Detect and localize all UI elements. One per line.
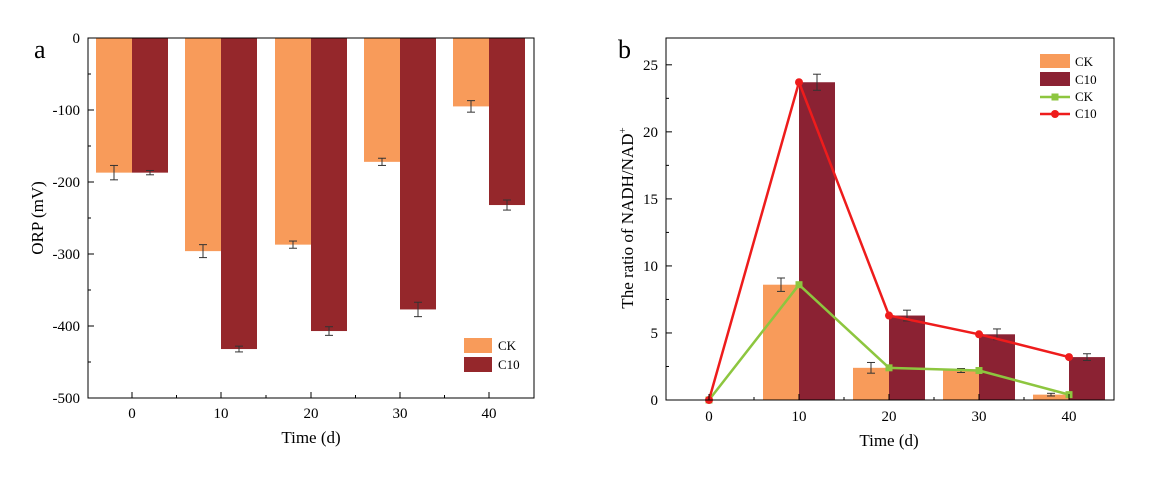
legend-label-ck-bar: CK	[1075, 54, 1094, 69]
panel-b-lines	[705, 78, 1073, 404]
xtick-label-10: 10	[792, 409, 807, 425]
panel-a-xlabel: Time (d)	[281, 428, 340, 447]
xtick-label-10: 10	[214, 406, 229, 422]
bar-ck-40	[1033, 394, 1069, 400]
ytick-label-10: 10	[643, 259, 658, 275]
panel-a-letter: a	[34, 35, 46, 64]
ytick-label-300: -300	[53, 247, 81, 263]
panel-b-frame	[665, 37, 1115, 401]
point-ck-30	[975, 367, 983, 375]
legend-swatch-ck-bar	[1040, 54, 1070, 68]
bar-ck-30	[364, 38, 400, 162]
legend-swatch-c10-bar	[1040, 72, 1070, 86]
panel-b-xlabel: Time (d)	[859, 431, 918, 450]
bar-ck-10	[763, 284, 799, 400]
bar-c10-20	[311, 38, 347, 332]
panel-a-axis: 0 -100 -200 -300 -400 -500 0 10 20 30 40	[53, 31, 497, 422]
ytick-label-5: 5	[651, 326, 659, 342]
ytick-label-500: -500	[53, 391, 81, 407]
panel-b-axis: 0 5 10 15 20 25 0 10 20 30 40	[643, 58, 1077, 425]
bar-c10-30	[400, 38, 436, 310]
xtick-label-40: 40	[482, 406, 497, 422]
panel-b-ylabel-main: The ratio of NADH/NAD	[618, 134, 637, 309]
ytick-label-100: -100	[53, 103, 81, 119]
legend-swatch-ck	[464, 338, 492, 353]
bar-ck-10	[185, 38, 221, 252]
panel-b-legend: CK C10 CK C10	[1040, 54, 1097, 121]
bar-c10-40	[489, 38, 525, 206]
legend-label-c10: C10	[498, 357, 520, 372]
ytick-label-0: 0	[651, 393, 659, 409]
bar-ck-40	[453, 38, 489, 107]
xtick-label-0: 0	[128, 406, 136, 422]
bar-c10-20	[889, 315, 925, 400]
panel-b: b The ratio of NADH/NAD+ Time (d) 0 5 10 15…	[617, 35, 1115, 450]
bar-ck-0	[96, 38, 132, 173]
bar-c10-40	[1069, 357, 1105, 400]
bar-c10-30	[979, 334, 1015, 400]
legend-swatch-c10	[464, 357, 492, 372]
xtick-label-30: 30	[393, 406, 408, 422]
xtick-label-20: 20	[882, 409, 897, 425]
panel-b-bars	[763, 82, 1105, 400]
point-ck-20	[885, 364, 893, 372]
bar-c10-0	[132, 38, 168, 173]
panel-a-bars	[96, 38, 525, 350]
point-c10-30	[975, 330, 983, 339]
bar-ck-30	[943, 370, 979, 400]
ytick-label-25: 25	[643, 58, 658, 74]
ytick-label-0: 0	[73, 31, 81, 47]
xtick-label-0: 0	[705, 409, 713, 425]
point-ck-10	[795, 281, 803, 289]
ytick-label-200: -200	[53, 175, 81, 191]
point-c10-10	[795, 78, 803, 87]
point-c10-20	[885, 311, 893, 320]
bar-ck-20	[275, 38, 311, 245]
panel-b-ylabel: The ratio of NADH/NAD+	[617, 127, 637, 308]
ytick-label-15: 15	[643, 192, 658, 208]
legend-marker-c10	[1051, 110, 1059, 118]
panel-b-letter: b	[618, 35, 631, 64]
bar-c10-10	[221, 38, 257, 350]
ytick-label-20: 20	[643, 125, 658, 141]
panel-a-error-bars	[110, 100, 511, 353]
ytick-label-400: -400	[53, 319, 81, 335]
xtick-label-40: 40	[1062, 409, 1077, 425]
panel-b-ylabel-sup: +	[617, 127, 629, 133]
xtick-label-30: 30	[972, 409, 987, 425]
panel-a: a ORP (mV) Time (d) 0 -100 -200 -300 -400 -50…	[28, 31, 535, 447]
legend-label-ck-line: CK	[1075, 89, 1094, 104]
point-c10-40	[1065, 353, 1073, 362]
legend-label-ck: CK	[498, 338, 517, 353]
legend-marker-ck	[1051, 93, 1059, 101]
bar-c10-10	[799, 82, 835, 400]
legend-label-c10-bar: C10	[1075, 72, 1097, 87]
panel-a-legend: CK C10	[464, 338, 520, 372]
legend-label-c10-line: C10	[1075, 106, 1097, 121]
xtick-label-20: 20	[304, 406, 319, 422]
panel-a-ylabel: ORP (mV)	[28, 181, 47, 255]
